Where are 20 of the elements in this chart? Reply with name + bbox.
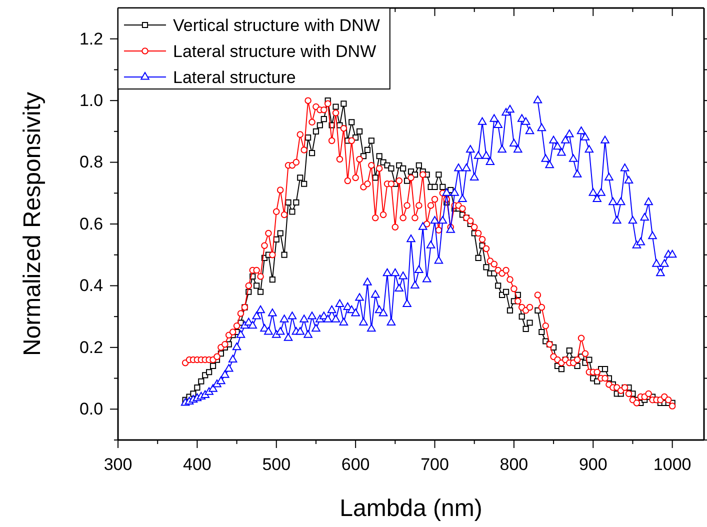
x-tick-label: 600 <box>341 455 370 474</box>
x-tick-label: 800 <box>500 455 528 474</box>
y-tick-label: 0.8 <box>79 152 104 172</box>
x-tick-label: 700 <box>420 455 449 474</box>
x-tick-label: 300 <box>104 455 132 474</box>
y-tick-label: 0.0 <box>79 400 104 419</box>
y-axis-title: Normalized Responsivity <box>19 92 46 356</box>
x-tick-label: 900 <box>578 455 608 474</box>
x-tick-label: 500 <box>262 455 291 474</box>
legend-label: Lateral structure with DNW <box>173 42 376 61</box>
y-tick-label: 0.6 <box>79 214 104 234</box>
x-axis-title: Lambda (nm) <box>340 495 482 522</box>
legend-label: Vertical structure with DNW <box>173 16 380 35</box>
y-tick-label: 1.2 <box>79 29 104 48</box>
y-tick-label: 1.0 <box>79 91 104 110</box>
legend-label: Lateral structure <box>173 68 296 87</box>
y-tick-label: 0.4 <box>79 276 104 296</box>
x-tick-label: 1000 <box>653 455 692 474</box>
y-tick-label: 0.2 <box>79 338 104 357</box>
x-tick-label: 400 <box>183 455 212 474</box>
